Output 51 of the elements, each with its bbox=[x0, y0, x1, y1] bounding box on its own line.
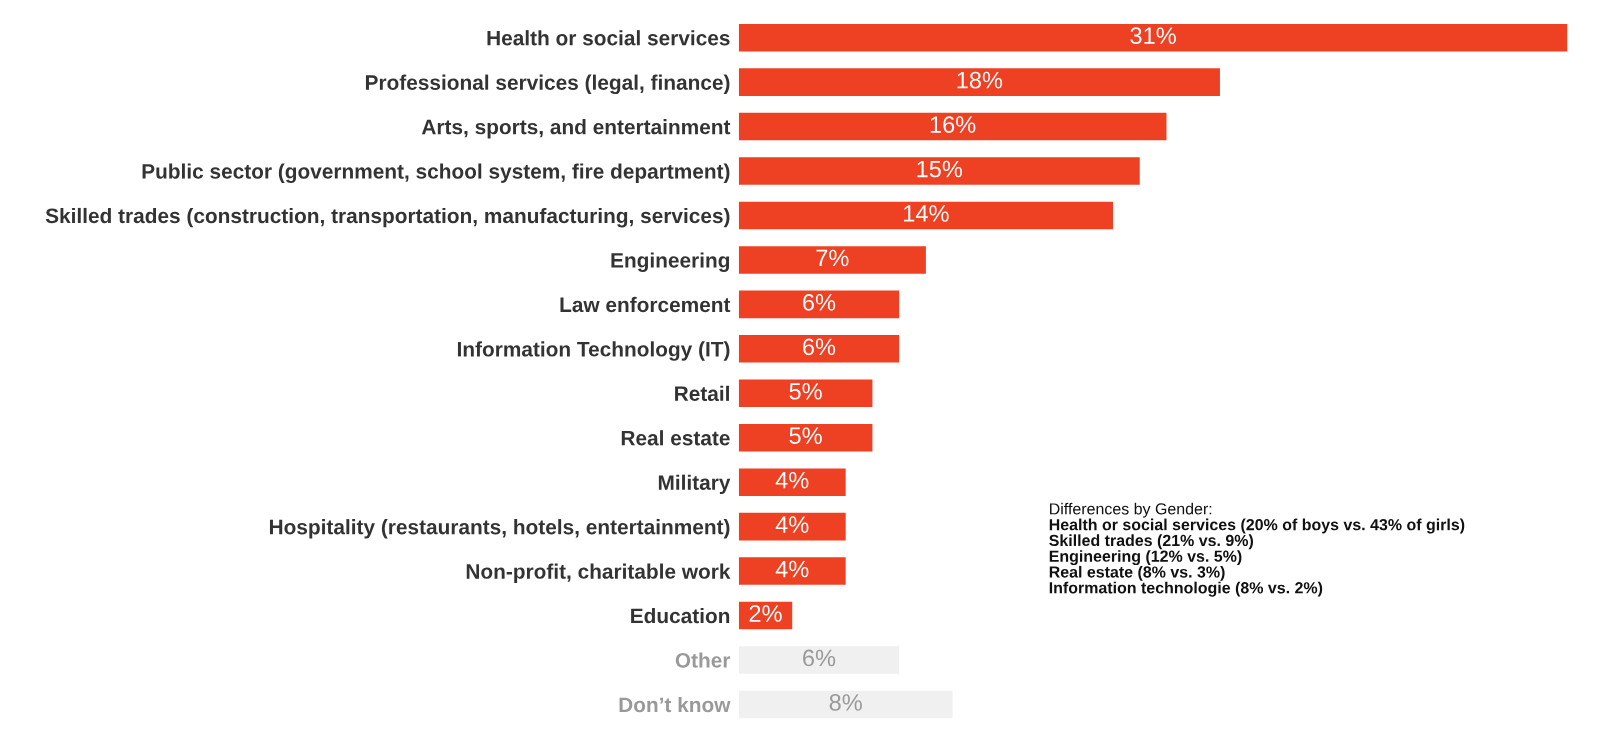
y-tick-label: Education bbox=[631, 607, 730, 624]
annotation: Health or social services (20% of boys vs. 43% of girls) bbox=[1049, 518, 1465, 534]
bar bbox=[738, 246, 926, 274]
y-tick-label: Hospitality (restaurants, hotels, entertainment) bbox=[269, 519, 730, 539]
y-tick-label: Health or social services bbox=[487, 30, 730, 46]
data-label: 2% bbox=[749, 605, 782, 622]
y-tick-label: Information Technology (IT) bbox=[457, 341, 730, 361]
annotation: Differences by Gender: bbox=[1050, 502, 1212, 518]
bar bbox=[738, 468, 846, 496]
bar bbox=[738, 201, 1114, 230]
data-label: 16% bbox=[930, 116, 976, 133]
y-tick-label: Skilled trades (construction, transportation, manufacturing, services) bbox=[45, 207, 730, 228]
y-tick-label: Engineering bbox=[611, 252, 730, 272]
data-label: 5% bbox=[789, 383, 822, 400]
y-tick-label: Don’t know bbox=[619, 696, 731, 713]
bar bbox=[738, 335, 900, 363]
annotation: Real estate (8% vs. 3%) bbox=[1049, 565, 1225, 581]
data-label: 15% bbox=[917, 160, 963, 178]
data-label: 6% bbox=[803, 338, 836, 356]
y-tick-label: Non-profit, charitable work bbox=[466, 563, 731, 583]
data-label: 6% bbox=[803, 294, 836, 311]
y-tick-label: Real estate bbox=[621, 430, 730, 446]
annotation: Information technologie (8% vs. 2%) bbox=[1049, 581, 1323, 597]
y-tick-label: Law enforcement bbox=[560, 296, 731, 313]
data-label: 7% bbox=[816, 249, 849, 267]
data-label: 8% bbox=[829, 694, 862, 711]
y-tick-label: Military bbox=[658, 474, 731, 495]
bar bbox=[738, 68, 1220, 96]
data-label: 5% bbox=[789, 427, 822, 445]
bar bbox=[738, 157, 1140, 185]
bar bbox=[738, 423, 873, 452]
bar bbox=[738, 290, 900, 319]
bar bbox=[738, 23, 1568, 52]
data-label: 4% bbox=[775, 471, 809, 489]
data-label: 4% bbox=[775, 516, 809, 533]
y-tick-label: Other bbox=[675, 652, 731, 668]
data-label: 18% bbox=[957, 71, 1003, 89]
data-label: 6% bbox=[803, 649, 836, 667]
bar bbox=[738, 112, 1167, 141]
annotation: Engineering (12% vs. 5%) bbox=[1049, 550, 1242, 566]
y-tick-label: Public sector (government, school system, fire department) bbox=[142, 163, 730, 183]
bar bbox=[738, 379, 873, 408]
y-tick-label: Retail bbox=[675, 385, 729, 402]
data-label: 4% bbox=[775, 560, 809, 578]
annotation: Skilled trades (21% vs. 9%) bbox=[1049, 534, 1253, 550]
y-tick-label: Arts, sports, and entertainment bbox=[421, 119, 731, 139]
bar bbox=[738, 557, 846, 585]
y-tick-label: Professional services (legal, finance) bbox=[365, 74, 730, 95]
data-label: 31% bbox=[1130, 27, 1176, 45]
bar bbox=[738, 512, 846, 541]
data-label: 14% bbox=[904, 205, 949, 222]
